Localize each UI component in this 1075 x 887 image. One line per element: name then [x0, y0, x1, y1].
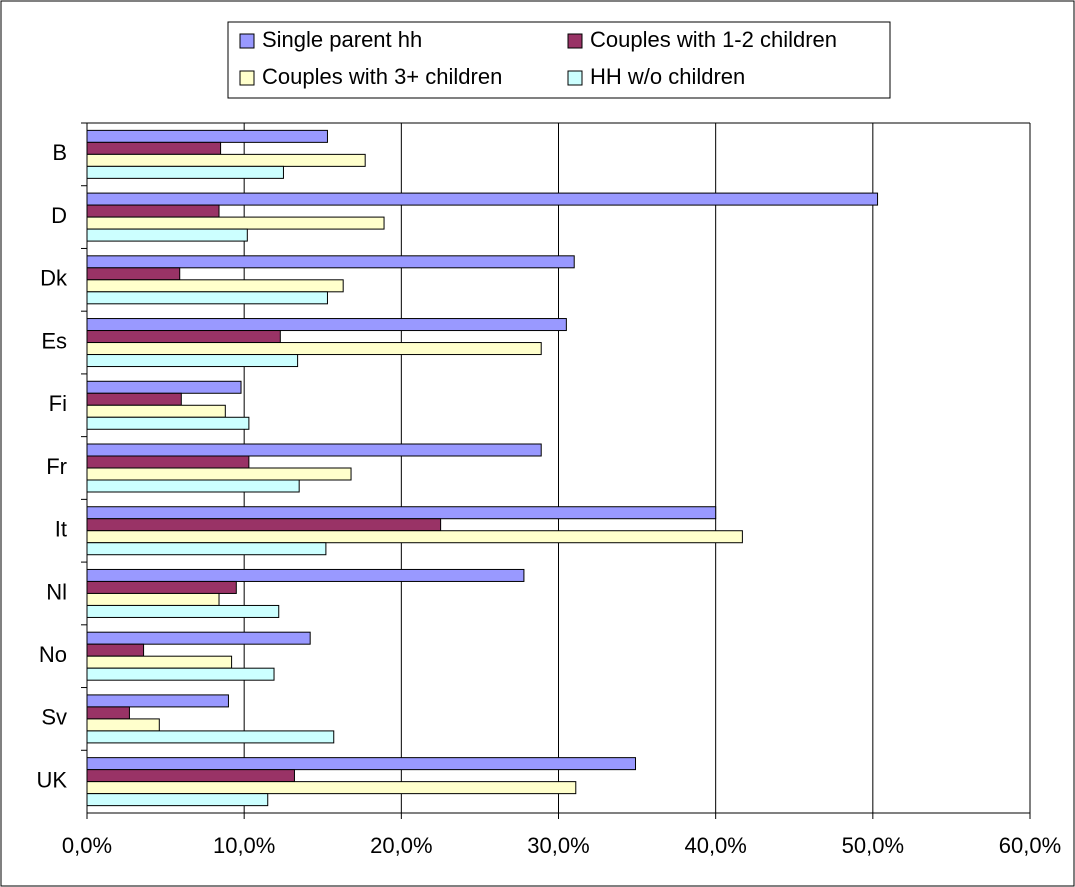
- bar: [86, 694, 229, 708]
- bar: [86, 793, 269, 807]
- bar: [86, 318, 567, 332]
- y-tick-label: Sv: [41, 705, 67, 730]
- legend: [227, 21, 891, 99]
- legend-swatch: [239, 33, 255, 49]
- bar: [86, 580, 237, 594]
- y-tick-label: Dk: [40, 266, 68, 291]
- bar: [86, 204, 220, 218]
- y-tick-label: B: [52, 140, 67, 165]
- x-tick-label: 60,0%: [999, 833, 1061, 858]
- bar: [86, 404, 226, 418]
- legend-swatch: [239, 70, 255, 86]
- bar: [86, 655, 233, 669]
- bar: [86, 165, 284, 179]
- x-tick-label: 40,0%: [684, 833, 746, 858]
- bar: [86, 506, 717, 520]
- y-tick-label: Fr: [46, 454, 67, 479]
- legend-label: HH w/o children: [590, 64, 745, 89]
- bar: [86, 757, 637, 771]
- x-tick-label: 0,0%: [62, 833, 112, 858]
- bar: [86, 530, 743, 544]
- legend-label: Single parent hh: [262, 27, 422, 52]
- bar: [86, 267, 181, 281]
- y-tick-label: D: [51, 203, 67, 228]
- legend-swatch: [567, 33, 583, 49]
- bar: [86, 706, 130, 720]
- bar: [86, 518, 442, 532]
- bar: [86, 479, 300, 493]
- x-tick-label: 20,0%: [370, 833, 432, 858]
- bar: [86, 604, 280, 618]
- bar: [86, 455, 250, 469]
- x-tick-label: 10,0%: [213, 833, 275, 858]
- bar: [86, 631, 311, 645]
- bar: [86, 643, 145, 657]
- bar: [86, 192, 879, 206]
- bar: [86, 228, 248, 242]
- legend-swatch: [567, 70, 583, 86]
- bar: [86, 255, 575, 269]
- y-tick-label: Nl: [46, 579, 67, 604]
- bar: [86, 730, 335, 744]
- x-tick-label: 50,0%: [842, 833, 904, 858]
- bar: [86, 667, 275, 681]
- bar: [86, 769, 295, 783]
- bar: [86, 718, 160, 732]
- legend-label: Couples with 3+ children: [262, 64, 502, 89]
- bar: [86, 781, 577, 795]
- bar: [86, 330, 281, 344]
- bar: [86, 153, 366, 167]
- bar: [86, 467, 352, 481]
- y-tick-label: It: [55, 517, 67, 542]
- bar: [86, 443, 542, 457]
- y-tick-label: No: [39, 642, 67, 667]
- bar: [86, 354, 299, 368]
- bar: [86, 129, 328, 143]
- bar: [86, 291, 328, 305]
- bar: [86, 542, 327, 556]
- y-tick-label: UK: [36, 767, 67, 792]
- bar: [86, 279, 344, 293]
- bar: [86, 392, 182, 406]
- bar: [86, 416, 250, 430]
- bar: [86, 592, 220, 606]
- y-tick-label: Fi: [49, 391, 67, 416]
- bar: [86, 342, 542, 356]
- bar: [86, 141, 222, 155]
- legend-label: Couples with 1-2 children: [590, 27, 837, 52]
- bar: [86, 380, 242, 394]
- bar: [86, 216, 385, 230]
- x-tick-label: 30,0%: [527, 833, 589, 858]
- bar: [86, 568, 525, 582]
- y-tick-label: Es: [41, 328, 67, 353]
